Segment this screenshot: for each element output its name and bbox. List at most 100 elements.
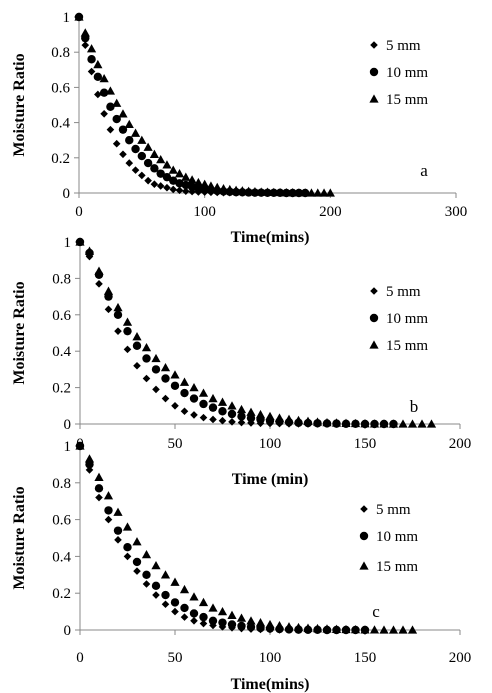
data-point (209, 415, 217, 424)
y-tick-label: 0.8 (52, 476, 71, 492)
data-point (199, 413, 208, 422)
data-point (208, 403, 218, 412)
data-point (206, 181, 216, 190)
data-point (161, 374, 170, 383)
data-point (123, 552, 132, 561)
data-point (407, 625, 418, 634)
data-point (256, 187, 266, 196)
data-point (187, 175, 197, 184)
data-point (151, 365, 161, 374)
data-point (244, 186, 254, 195)
data-point (106, 125, 115, 134)
data-point (193, 177, 203, 187)
data-point (122, 317, 133, 326)
y-tick-label: 0.8 (51, 45, 70, 61)
data-point (123, 326, 132, 336)
data-point (189, 394, 199, 403)
y-tick-label: 0.2 (51, 151, 70, 167)
data-point (171, 607, 179, 616)
data-point (81, 41, 90, 49)
data-point (103, 286, 114, 295)
legend-label: 15 mm (376, 559, 418, 575)
data-point (142, 580, 151, 588)
y-tick-label: 1 (64, 439, 72, 455)
data-point (161, 590, 170, 600)
data-point (162, 160, 172, 169)
data-point (246, 622, 256, 632)
data-point (85, 466, 94, 474)
data-point (212, 182, 222, 192)
data-point (198, 388, 209, 397)
legend-label: 15 mm (386, 92, 428, 108)
y-tick-label: 0 (64, 623, 72, 639)
data-point (255, 409, 266, 419)
data-point (325, 188, 335, 197)
data-point (379, 419, 389, 428)
data-point (94, 484, 104, 493)
data-point (94, 472, 104, 481)
data-point (237, 621, 246, 631)
data-point (160, 362, 171, 372)
data-point (171, 402, 179, 410)
data-point (217, 397, 228, 406)
data-point (142, 354, 151, 363)
data-point (360, 419, 370, 428)
data-point (149, 149, 159, 158)
legend-marker (369, 340, 379, 349)
x-tick-label: 50 (168, 436, 183, 452)
data-point (189, 592, 199, 601)
legend-label: 10 mm (386, 65, 428, 81)
data-point (75, 237, 85, 246)
data-point (250, 186, 260, 196)
data-point (246, 413, 256, 423)
data-point (237, 186, 247, 195)
legend-marker (369, 67, 379, 77)
legend-marker (359, 531, 369, 541)
data-point (341, 624, 351, 634)
legend: 5 mm 10 mm 15 mm (369, 284, 428, 354)
y-tick-label: 0.6 (52, 513, 71, 529)
data-point (104, 506, 113, 515)
y-tick-label: 0.6 (52, 308, 71, 324)
x-axis-title: Time (min) (232, 471, 309, 488)
data-point (265, 411, 275, 421)
data-point (217, 607, 228, 616)
data-point (105, 86, 116, 95)
data-point (99, 74, 109, 83)
data-point (179, 584, 190, 594)
data-point (152, 385, 160, 394)
data-point (274, 413, 285, 422)
y-tick-label: 0 (64, 417, 72, 433)
data-point (113, 526, 123, 535)
data-point (200, 179, 210, 188)
data-point (144, 176, 152, 185)
data-point (284, 414, 294, 423)
data-point (303, 416, 313, 425)
data-point (113, 302, 123, 312)
y-tick-label: 0.4 (52, 549, 71, 565)
data-point (122, 522, 133, 531)
data-point (169, 176, 178, 185)
y-tick-label: 0 (63, 186, 71, 202)
data-point (331, 418, 342, 427)
data-point (180, 407, 189, 416)
legend-label: 15 mm (386, 338, 428, 354)
data-point (255, 618, 266, 627)
data-point (113, 507, 123, 516)
data-point (265, 619, 275, 629)
data-point (87, 55, 96, 64)
data-point (237, 418, 246, 427)
data-point (132, 557, 142, 567)
x-tick-label: 200 (449, 650, 472, 666)
x-tick-label: 100 (259, 650, 282, 666)
data-point (94, 266, 104, 275)
data-point (93, 72, 103, 82)
legend-marker (360, 505, 368, 513)
data-point (190, 411, 198, 419)
data-point (407, 419, 418, 428)
data-point (319, 188, 329, 197)
data-point (360, 625, 370, 634)
data-point (293, 622, 304, 632)
data-point (288, 188, 298, 197)
